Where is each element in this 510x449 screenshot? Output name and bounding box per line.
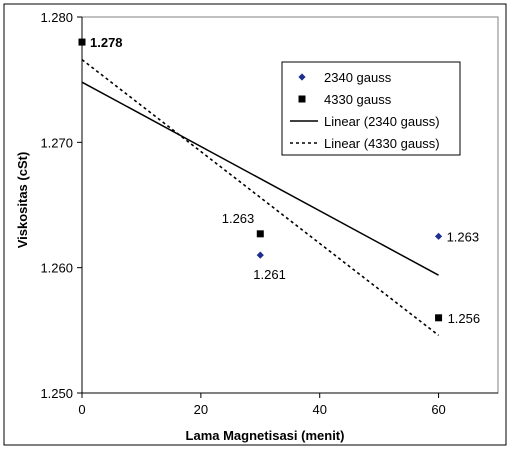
y-tick-label: 1.250 (40, 386, 73, 401)
legend-label: Linear (2340 gauss) (324, 114, 440, 129)
data-label: 1.256 (448, 311, 481, 326)
x-tick-label: 0 (78, 402, 85, 417)
data-label: 1.278 (90, 35, 123, 50)
data-point-4330-gauss (256, 230, 264, 238)
data-point-4330-gauss (78, 38, 86, 46)
y-axis: 1.250 1.260 1.270 1.280 (40, 10, 82, 401)
legend-marker (298, 95, 306, 103)
trendline-2340-gauss (81, 81, 439, 276)
x-axis-title: Lama Magnetisasi (menit) (186, 428, 345, 443)
x-tick-label: 20 (194, 402, 208, 417)
x-tick-label: 40 (312, 402, 326, 417)
legend-box (281, 61, 461, 156)
trendlines (81, 58, 440, 336)
x-tick-label: 60 (431, 402, 445, 417)
y-tick-label: 1.260 (40, 261, 73, 276)
data-point-2340-gauss (434, 232, 443, 240)
data-label: 1.263 (222, 211, 255, 226)
x-axis: 0 20 40 60 (78, 393, 446, 417)
y-tick-label: 1.270 (40, 135, 73, 150)
data-label: 1.263 (447, 229, 480, 244)
legend-label: 2340 gauss (324, 70, 392, 85)
legend-marker (298, 73, 306, 81)
data-labels: 1.261 1.263 1.278 1.263 1.256 (90, 35, 480, 326)
data-point-2340-gauss (256, 251, 264, 259)
legend-label: Linear (4330 gauss) (324, 136, 440, 151)
y-tick-label: 1.280 (40, 10, 73, 25)
legend-label: 4330 gauss (324, 92, 392, 107)
y-axis-title: Viskositas (cSt) (15, 152, 30, 249)
data-point-4330-gauss (435, 314, 443, 322)
data-points (78, 38, 443, 322)
legend: 2340 gauss 4330 gauss Linear (2340 gauss) L… (281, 61, 461, 156)
data-label: 1.261 (253, 267, 286, 282)
